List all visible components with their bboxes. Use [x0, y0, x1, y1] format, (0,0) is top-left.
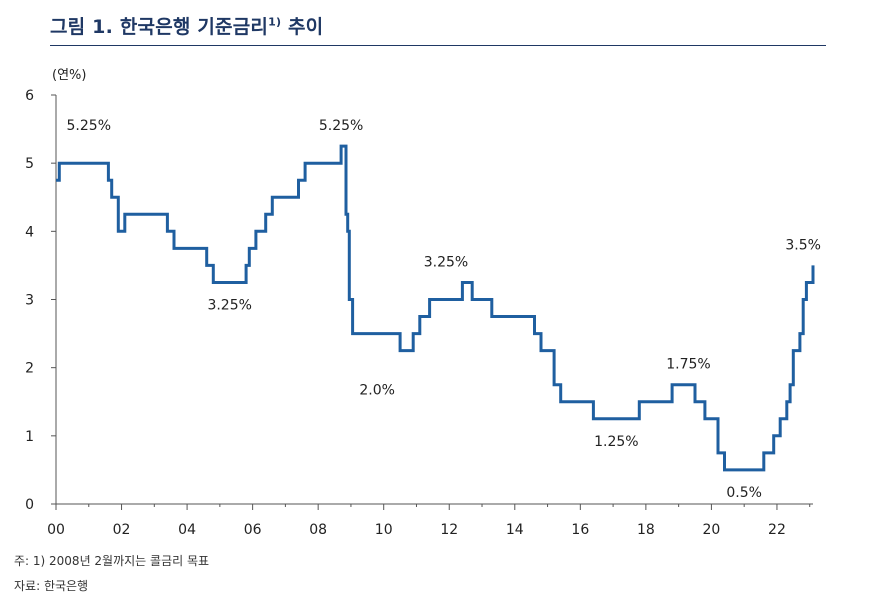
y-tick-label: 4 — [25, 224, 34, 240]
data-label: 3.25% — [424, 254, 468, 270]
x-tick-label: 22 — [768, 522, 786, 538]
y-tick-label: 0 — [25, 497, 34, 513]
x-tick-label: 08 — [309, 522, 327, 538]
data-label: 3.25% — [207, 297, 251, 313]
data-label: 5.25% — [67, 118, 111, 134]
x-tick-label: 02 — [113, 522, 131, 538]
chart-axes: (연%) — [52, 68, 813, 505]
title-rule — [50, 45, 826, 46]
y-tick-label: 5 — [25, 156, 34, 172]
x-tick-label: 16 — [571, 522, 589, 538]
x-tick-label: 12 — [440, 522, 458, 538]
data-label: 3.5% — [785, 237, 821, 253]
chart-annotations: 5.25% 3.25% 5.25% 2.0% 3.25% 1.25% 1.75% 0.5% 3.… — [67, 118, 821, 501]
y-tick-label: 3 — [25, 293, 34, 309]
x-tick-label: 04 — [178, 522, 196, 538]
y-tick-label: 1 — [25, 429, 34, 445]
x-tick-label: 06 — [244, 522, 262, 538]
y-unit-label: (연%) — [52, 68, 86, 83]
data-label: 1.75% — [666, 357, 710, 373]
y-tick-label: 2 — [25, 361, 34, 377]
chart-series — [56, 144, 815, 472]
source-note: 자료: 한국은행 — [14, 579, 89, 593]
chart-title-suffix: 추이 — [281, 16, 324, 38]
x-tick-label: 14 — [506, 522, 524, 538]
data-label: 2.0% — [359, 383, 395, 399]
x-tick-label: 18 — [637, 522, 655, 538]
chart-title-footnote-mark: 1) — [268, 15, 282, 29]
x-tick-label: 00 — [47, 522, 65, 538]
y-tick-label: 6 — [25, 88, 34, 104]
policy-rate-line — [56, 144, 815, 472]
data-label: 1.25% — [594, 434, 638, 450]
footnote: 주: 1) 2008년 2월까지는 콜금리 목표 — [14, 554, 210, 568]
x-tick-label: 20 — [702, 522, 720, 538]
x-tick-label: 10 — [375, 522, 393, 538]
chart-title-text: 그림 1. 한국은행 기준금리 — [50, 16, 269, 38]
data-label: 5.25% — [319, 118, 363, 134]
chart-title: 그림 1. 한국은행 기준금리1) 추이 — [50, 12, 323, 39]
data-label: 0.5% — [726, 485, 762, 501]
